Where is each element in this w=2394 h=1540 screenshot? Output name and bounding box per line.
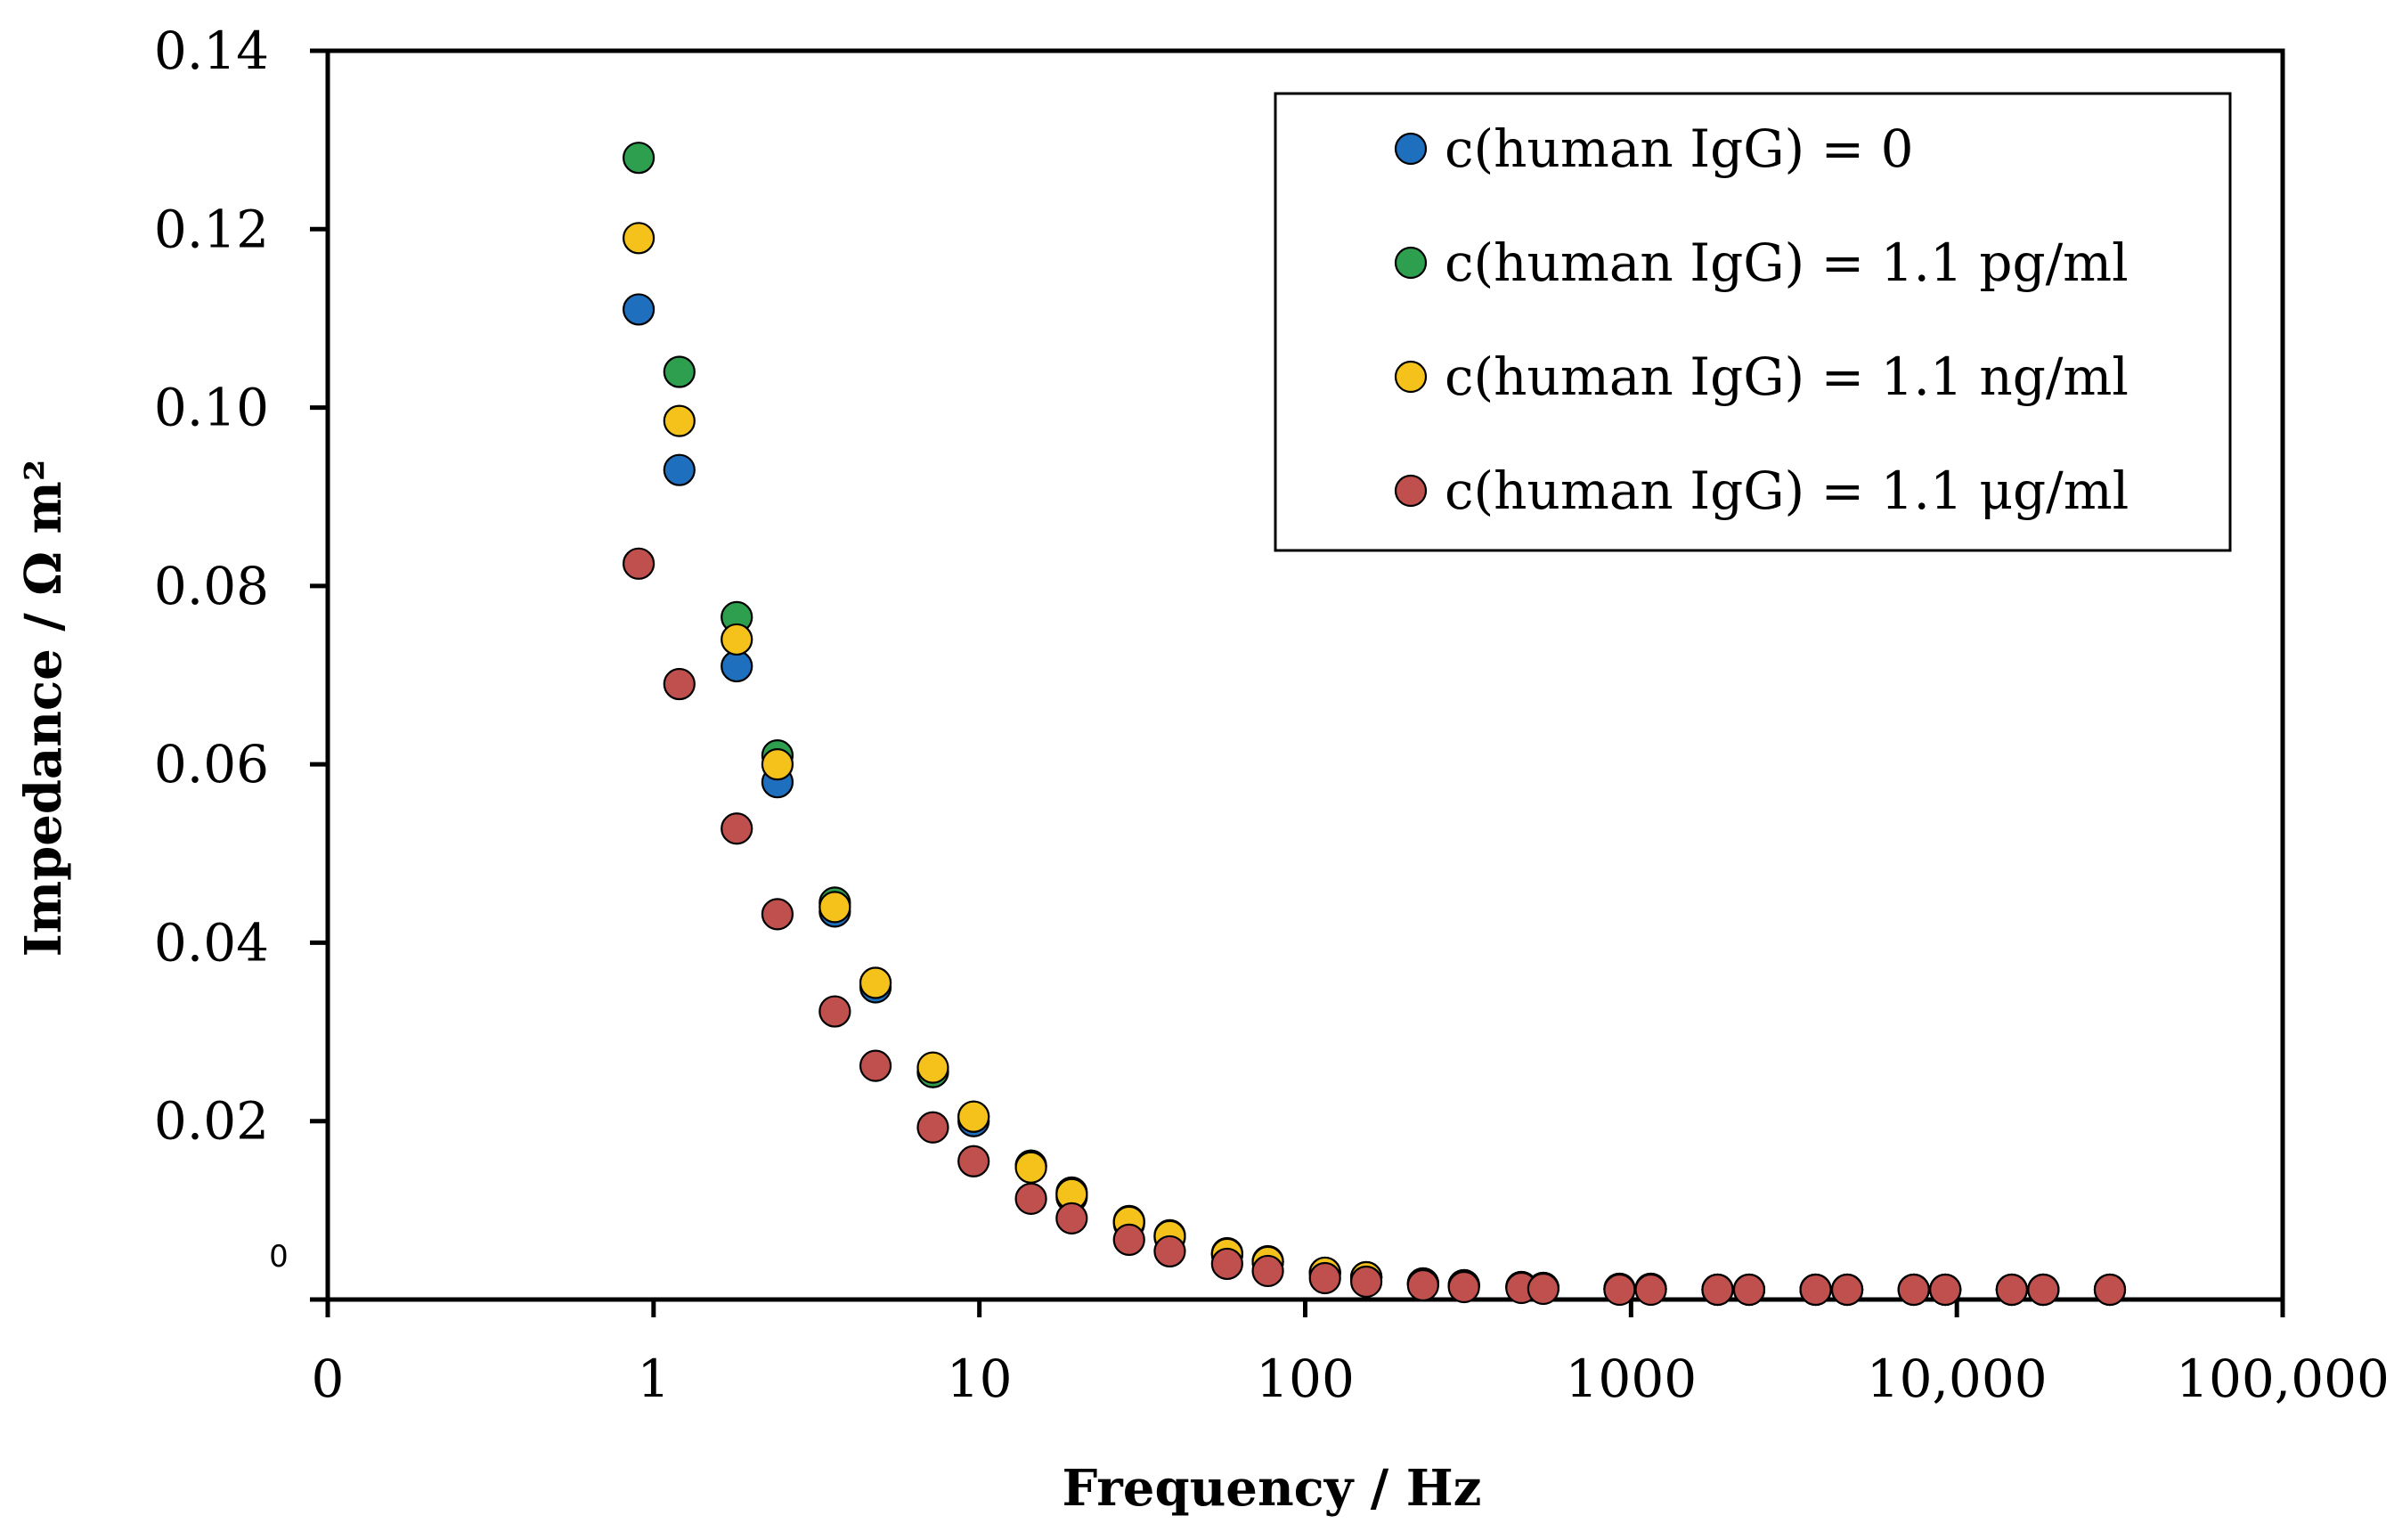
data-point (663, 355, 696, 388)
y-tick-label: 0.06 (154, 734, 269, 794)
data-point (1251, 1254, 1284, 1288)
y-tick-label: 0.14 (154, 20, 269, 81)
legend-label: c(human IgG) = 1.1 pg/ml (1445, 232, 2129, 293)
data-point (957, 1145, 990, 1177)
x-axis-ticks: 0 1 10 100 1000 10,000 100,000 (312, 1300, 2390, 1409)
y-tick-label: 0.12 (154, 199, 269, 259)
data-point (2027, 1273, 2060, 1307)
data-point (916, 1111, 949, 1144)
data-point (1701, 1273, 1734, 1307)
legend-marker (1394, 360, 1428, 394)
data-point (1153, 1234, 1186, 1268)
legend-marker (1394, 246, 1428, 280)
y-tick-label: 0.02 (154, 1091, 269, 1152)
legend-marker (1394, 474, 1428, 508)
data-point (663, 667, 696, 701)
x-tick-label: 1 (637, 1349, 670, 1409)
data-point (622, 142, 656, 175)
data-point (859, 966, 892, 999)
data-points (622, 142, 2127, 1307)
data-point (761, 898, 794, 931)
legend-box (1274, 92, 2232, 552)
y-tick-label: 0.04 (154, 912, 269, 973)
legend-item: c(human IgG) = 0 (1394, 118, 1914, 179)
x-tick-label: 10,000 (1867, 1349, 2048, 1409)
data-point (1634, 1273, 1667, 1307)
x-axis-title: Frequency / Hz (1063, 1459, 1482, 1518)
data-point (1995, 1273, 2028, 1307)
data-point (1308, 1261, 1341, 1295)
data-point (818, 891, 851, 924)
x-tick-label: 100 (1256, 1349, 1355, 1409)
legend-item: c(human IgG) = 1.1 ng/ml (1394, 346, 2129, 407)
data-point (916, 1051, 949, 1084)
data-point (1406, 1268, 1439, 1302)
legend-marker (1394, 132, 1428, 166)
data-point (663, 404, 696, 437)
data-point (1732, 1273, 1766, 1307)
data-point (2093, 1273, 2127, 1307)
data-point (1112, 1223, 1145, 1257)
legend-label: c(human IgG) = 0 (1445, 118, 1914, 179)
y-axis-title: Impedance / Ω m² (14, 460, 73, 957)
data-point (761, 748, 794, 781)
x-tick-label: 100,000 (2176, 1349, 2390, 1409)
data-point (622, 547, 656, 580)
data-point (1527, 1272, 1559, 1306)
data-point (1350, 1265, 1383, 1299)
data-point (721, 649, 753, 683)
y-tick-label: 0.10 (154, 378, 269, 438)
legend-item: c(human IgG) = 1.1 pg/ml (1394, 232, 2129, 293)
data-point (818, 995, 851, 1028)
series-3 (622, 547, 2127, 1307)
data-point (1897, 1273, 1930, 1307)
data-point (622, 222, 656, 255)
data-point (721, 623, 753, 656)
x-tick-label: 10 (947, 1349, 1013, 1409)
legend-label: c(human IgG) = 1.1 ng/ml (1445, 346, 2129, 407)
data-point (957, 1100, 990, 1133)
y-tick-label: 0.08 (154, 556, 269, 616)
data-point (1014, 1182, 1047, 1215)
data-point (1014, 1151, 1047, 1184)
data-point (1447, 1270, 1480, 1304)
legend: c(human IgG) = 0 c(human IgG) = 1.1 pg/ml… (1274, 92, 2232, 552)
x-tick-label: 1000 (1566, 1349, 1698, 1409)
data-point (721, 812, 753, 845)
data-point (1210, 1247, 1243, 1281)
data-point (663, 453, 696, 486)
data-point (1603, 1273, 1636, 1307)
stray-zero-label: 0 (269, 1239, 289, 1275)
legend-item: c(human IgG) = 1.1 μg/ml (1394, 460, 2129, 521)
data-point (622, 293, 656, 326)
x-tick-label: 0 (312, 1349, 345, 1409)
data-point (859, 1049, 892, 1082)
legend-label: c(human IgG) = 1.1 μg/ml (1445, 460, 2129, 521)
data-point (1055, 1202, 1088, 1234)
data-point (1830, 1273, 1864, 1307)
y-axis-ticks: 0.14 0.12 0.10 0.08 0.06 0.04 0.02 (154, 20, 328, 1302)
data-point (1929, 1273, 1962, 1307)
data-point (1799, 1273, 1832, 1307)
